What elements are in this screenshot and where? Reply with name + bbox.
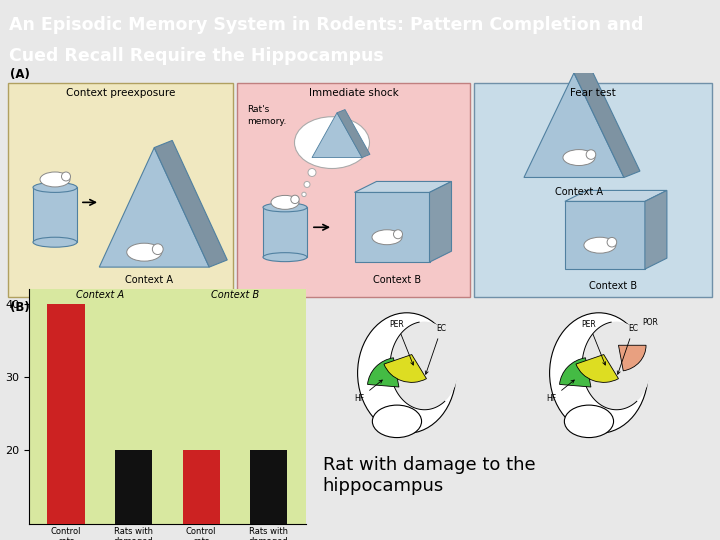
Wedge shape — [559, 358, 591, 387]
Polygon shape — [565, 191, 667, 201]
Bar — [48, 303, 84, 524]
Circle shape — [304, 181, 310, 187]
Ellipse shape — [372, 230, 402, 245]
Text: EC: EC — [617, 325, 638, 374]
Circle shape — [308, 168, 316, 177]
Ellipse shape — [586, 150, 595, 159]
Ellipse shape — [563, 150, 595, 166]
Polygon shape — [354, 181, 451, 192]
Ellipse shape — [358, 313, 456, 434]
Polygon shape — [33, 187, 77, 242]
Text: Context A: Context A — [76, 290, 124, 300]
Polygon shape — [337, 110, 370, 158]
Bar — [251, 450, 287, 524]
Ellipse shape — [263, 203, 307, 212]
Ellipse shape — [33, 237, 77, 247]
Polygon shape — [312, 113, 362, 158]
Wedge shape — [367, 358, 399, 387]
Text: HF: HF — [354, 380, 382, 403]
Ellipse shape — [390, 322, 459, 410]
Wedge shape — [618, 345, 646, 371]
Wedge shape — [384, 355, 426, 382]
Ellipse shape — [549, 313, 648, 434]
Ellipse shape — [394, 230, 402, 239]
Polygon shape — [430, 181, 451, 262]
Ellipse shape — [372, 405, 421, 437]
Text: Cued Recall Require the Hippocampus: Cued Recall Require the Hippocampus — [9, 48, 383, 65]
Polygon shape — [565, 201, 645, 269]
Text: Rat's: Rat's — [247, 105, 269, 114]
Bar — [237, 83, 470, 297]
Polygon shape — [154, 140, 228, 267]
Ellipse shape — [271, 195, 299, 210]
Circle shape — [302, 192, 306, 197]
Text: Context A: Context A — [125, 275, 174, 285]
Text: Context preexposure: Context preexposure — [66, 88, 175, 98]
Text: PER: PER — [390, 320, 413, 365]
Bar — [29, 289, 171, 524]
Ellipse shape — [61, 172, 71, 181]
Text: Context B: Context B — [211, 290, 259, 300]
Text: Context B: Context B — [589, 281, 637, 291]
Polygon shape — [263, 207, 307, 257]
Ellipse shape — [40, 172, 70, 187]
Text: Rat with damage to the
hippocampus: Rat with damage to the hippocampus — [323, 456, 536, 495]
Bar — [115, 450, 152, 524]
Text: memory.: memory. — [247, 117, 287, 126]
Text: Immediate shock: Immediate shock — [309, 88, 398, 98]
Polygon shape — [354, 192, 430, 262]
Ellipse shape — [582, 322, 651, 410]
Text: (A): (A) — [10, 68, 30, 81]
Ellipse shape — [127, 243, 162, 261]
Bar — [474, 83, 712, 297]
Text: Fear test: Fear test — [570, 88, 616, 98]
Text: Context B: Context B — [373, 275, 421, 285]
Bar — [8, 83, 233, 297]
Bar — [183, 450, 220, 524]
Polygon shape — [524, 73, 624, 178]
Polygon shape — [645, 191, 667, 269]
Polygon shape — [99, 147, 210, 267]
Text: An Episodic Memory System in Rodents: Pattern Completion and: An Episodic Memory System in Rodents: Pa… — [9, 16, 643, 34]
Text: EC: EC — [426, 325, 446, 374]
Text: (B): (B) — [10, 301, 30, 314]
Ellipse shape — [33, 183, 77, 192]
Ellipse shape — [263, 253, 307, 262]
Polygon shape — [574, 66, 640, 178]
Text: HF: HF — [546, 380, 575, 403]
Bar — [171, 289, 312, 524]
Ellipse shape — [607, 238, 617, 247]
Wedge shape — [576, 355, 618, 382]
Ellipse shape — [153, 244, 163, 254]
Ellipse shape — [564, 405, 613, 437]
Text: POR: POR — [642, 318, 658, 327]
Text: Context A: Context A — [555, 187, 603, 198]
Ellipse shape — [291, 195, 300, 204]
Ellipse shape — [584, 237, 616, 253]
Text: PER: PER — [582, 320, 606, 365]
Ellipse shape — [294, 117, 369, 168]
